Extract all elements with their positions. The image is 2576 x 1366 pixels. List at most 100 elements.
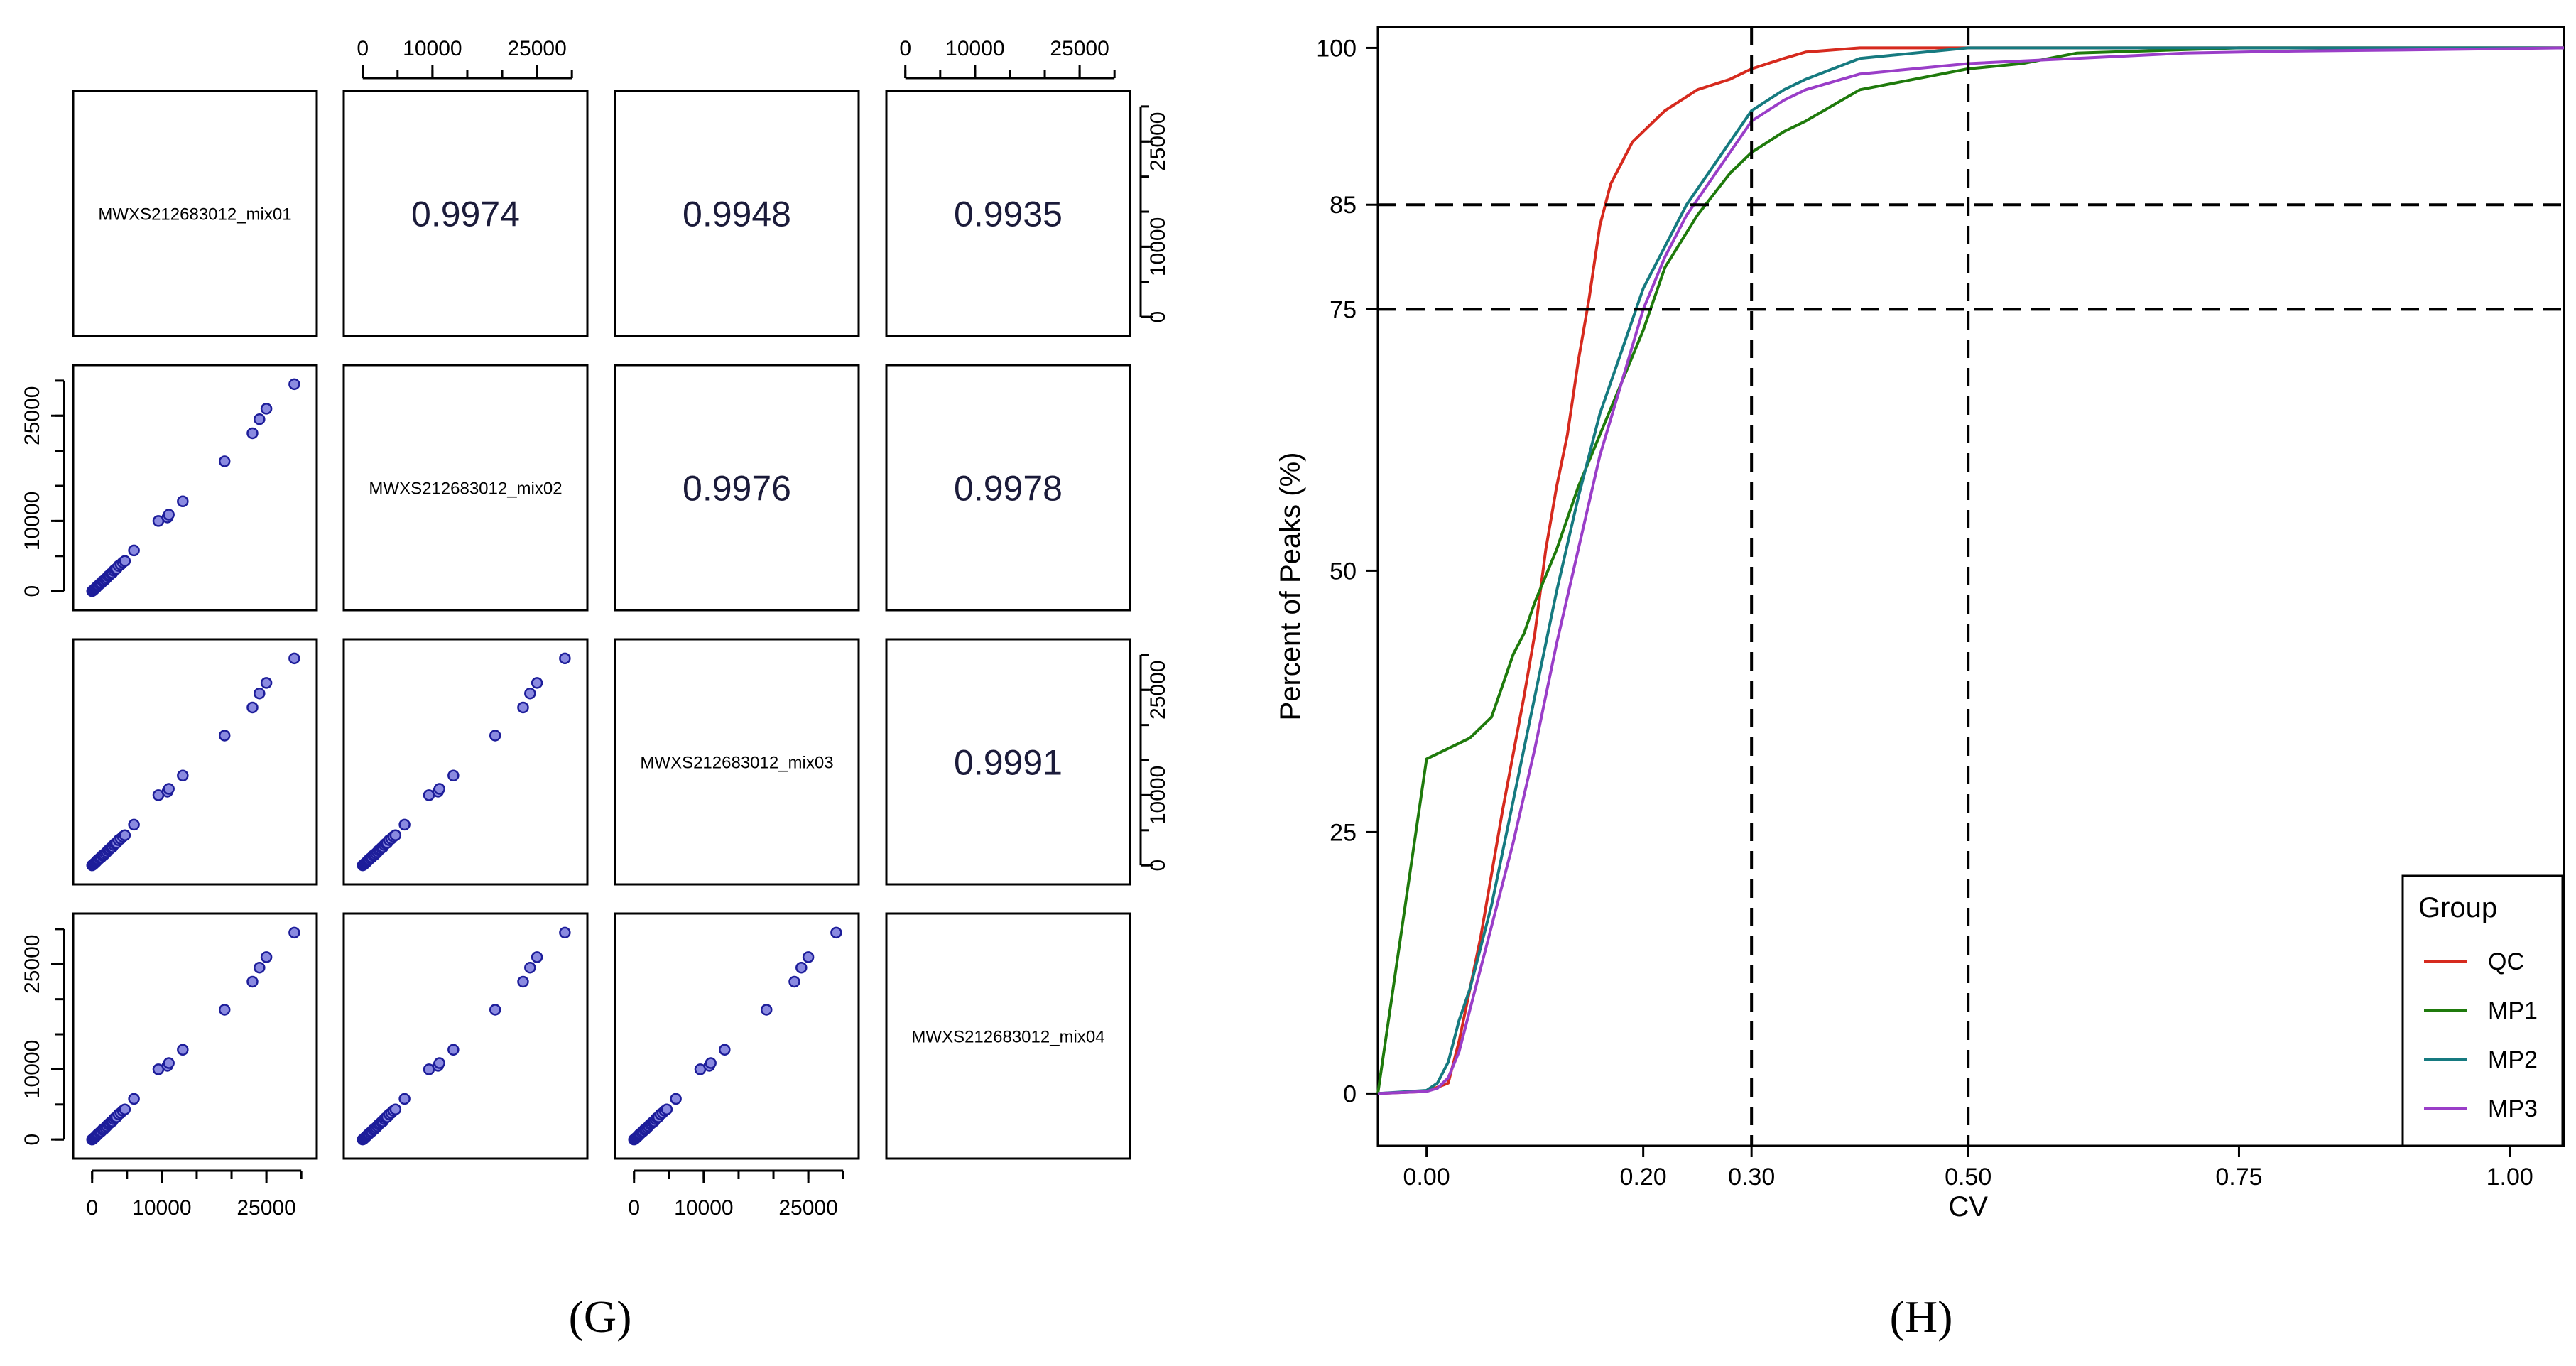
- scatter-point: [288, 378, 300, 391]
- x-tick-label: 0.00: [1403, 1164, 1450, 1191]
- scatter-point: [246, 975, 259, 988]
- correlation-value: 0.9991: [954, 743, 1063, 783]
- scatter-point: [218, 455, 231, 467]
- axis-tick-label: 0: [21, 1134, 44, 1146]
- axis-tick-label: 25000: [1050, 37, 1109, 60]
- scatter-point: [788, 975, 800, 988]
- scatter-point: [260, 951, 273, 963]
- correlation-value: 0.9935: [954, 195, 1063, 234]
- matrix-cell-frame: [885, 638, 1131, 886]
- legend-title: Group: [2418, 892, 2497, 923]
- axis-tick-label: 25000: [21, 386, 44, 445]
- legend-label: MP1: [2488, 997, 2538, 1024]
- correlation-value: 0.9978: [954, 469, 1063, 509]
- scatter-point: [163, 1057, 175, 1069]
- scatter-point: [119, 555, 131, 567]
- x-tick-label: 0.30: [1728, 1164, 1775, 1191]
- matrix-cell-frame: [72, 912, 318, 1160]
- scatter-point: [489, 730, 501, 742]
- scatter-point: [128, 818, 140, 831]
- scatter-point: [398, 818, 411, 831]
- scatter-point: [163, 509, 175, 521]
- scatter-point: [795, 961, 808, 974]
- sample-name-label: MWXS212683012_mix03: [640, 754, 833, 773]
- matrix-cell-frame: [342, 638, 589, 886]
- scatter-point: [398, 1093, 411, 1105]
- scatter-point: [670, 1093, 682, 1105]
- scatter-point: [447, 769, 460, 782]
- axis-tick-label: 25000: [778, 1196, 837, 1220]
- plot-frame: [1376, 26, 2565, 1147]
- scatter-point: [288, 652, 300, 665]
- axis-tick-label: 10000: [403, 37, 462, 60]
- scatter-point: [559, 926, 571, 939]
- scatter-point: [433, 783, 445, 795]
- legend-label: MP3: [2488, 1095, 2538, 1122]
- axis-tick-label: 25000: [1146, 661, 1170, 720]
- panel-h-cv-distribution: 0.00 0.20 0.30 0.50 0.75 1.00 0 25 50 75 85 100 CV Pe…: [1275, 26, 2565, 1223]
- axis-tick-label: 0: [628, 1196, 640, 1220]
- matrix-cell-frame: [885, 364, 1131, 612]
- x-axis-label: CV: [1948, 1191, 1988, 1223]
- scatter-point: [119, 829, 131, 841]
- axis-tick-label: 0: [86, 1196, 98, 1220]
- scatter-point: [218, 730, 231, 742]
- matrix-cell-frame: [614, 638, 860, 886]
- axis-tick-label: 10000: [1146, 766, 1170, 825]
- scatter-point: [802, 951, 815, 963]
- y-tick-label: 0: [1343, 1080, 1357, 1107]
- axis-tick-label: 0: [1146, 311, 1170, 323]
- scatter-point: [389, 829, 402, 841]
- scatter-point: [128, 544, 140, 557]
- matrix-cell-frame: [342, 364, 589, 612]
- axis-tick-label: 25000: [1146, 112, 1170, 171]
- scatter-point: [119, 1103, 131, 1115]
- x-tick-label: 0.50: [1945, 1164, 1991, 1191]
- axis-tick-label: 10000: [132, 1196, 191, 1220]
- scatter-point: [246, 427, 259, 440]
- scatter-point: [260, 677, 273, 689]
- series-line-mp1: [1376, 46, 2564, 1094]
- scatter-point: [531, 677, 543, 689]
- panel-g-correlation-matrix: MWXS212683012_mix01 0.9974 0.9948 0.9935 MWX…: [21, 37, 1170, 1220]
- scatter-point: [254, 961, 266, 974]
- scatter-point: [246, 701, 259, 714]
- scatter-point: [260, 403, 273, 415]
- scatter-point: [177, 495, 189, 508]
- y-tick-label: 75: [1330, 296, 1357, 323]
- axis-tick-label: 0: [21, 585, 44, 597]
- matrix-cell-frame: [72, 638, 318, 886]
- y-axis-label: Percent of Peaks (%): [1275, 452, 1306, 721]
- scatter-point: [254, 687, 266, 700]
- y-tick-label: 50: [1330, 558, 1357, 585]
- matrix-cell-frame: [614, 364, 860, 612]
- scatter-point: [177, 769, 189, 782]
- legend-label: MP2: [2488, 1046, 2538, 1073]
- correlation-value: 0.9948: [683, 195, 791, 234]
- axis-tick-label: 25000: [21, 935, 44, 994]
- scatter-point: [517, 701, 529, 714]
- scatter-point: [433, 1057, 445, 1069]
- axis-tick-label: 10000: [1146, 217, 1170, 276]
- matrix-cell-frame: [885, 90, 1131, 337]
- axis-tick-label: 10000: [945, 37, 1004, 60]
- legend-label: QC: [2488, 948, 2524, 975]
- scatter-point: [128, 1093, 140, 1105]
- axis-tick-label: 10000: [21, 492, 44, 551]
- axis-tick-label: 25000: [507, 37, 566, 60]
- scatter-point: [524, 961, 536, 974]
- correlation-value: 0.9976: [683, 469, 791, 509]
- scatter-point: [288, 926, 300, 939]
- scatter-point: [661, 1103, 673, 1115]
- scatter-point: [254, 413, 266, 425]
- scatter-point: [177, 1044, 189, 1056]
- y-tick-label: 100: [1316, 35, 1357, 62]
- scatter-point: [163, 783, 175, 795]
- scatter-point: [705, 1057, 717, 1069]
- scatter-point: [218, 1004, 231, 1016]
- matrix-cell-frame: [614, 90, 860, 337]
- scatter-point: [830, 926, 842, 939]
- matrix-cell-frame: [614, 912, 860, 1160]
- series-line-mp3: [1377, 46, 2565, 1095]
